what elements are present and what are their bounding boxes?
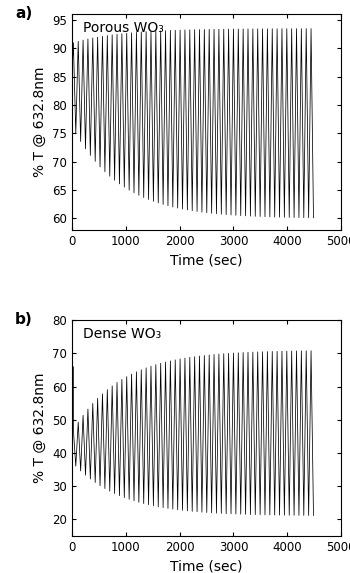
X-axis label: Time (sec): Time (sec) xyxy=(170,253,243,267)
Text: a): a) xyxy=(15,6,33,21)
Y-axis label: % T @ 632.8nm: % T @ 632.8nm xyxy=(33,67,47,177)
Y-axis label: % T @ 632.8nm: % T @ 632.8nm xyxy=(33,373,47,483)
Text: Porous WO₃: Porous WO₃ xyxy=(83,21,163,35)
Text: Dense WO₃: Dense WO₃ xyxy=(83,327,161,341)
X-axis label: Time (sec): Time (sec) xyxy=(170,559,243,573)
Text: b): b) xyxy=(15,312,33,327)
